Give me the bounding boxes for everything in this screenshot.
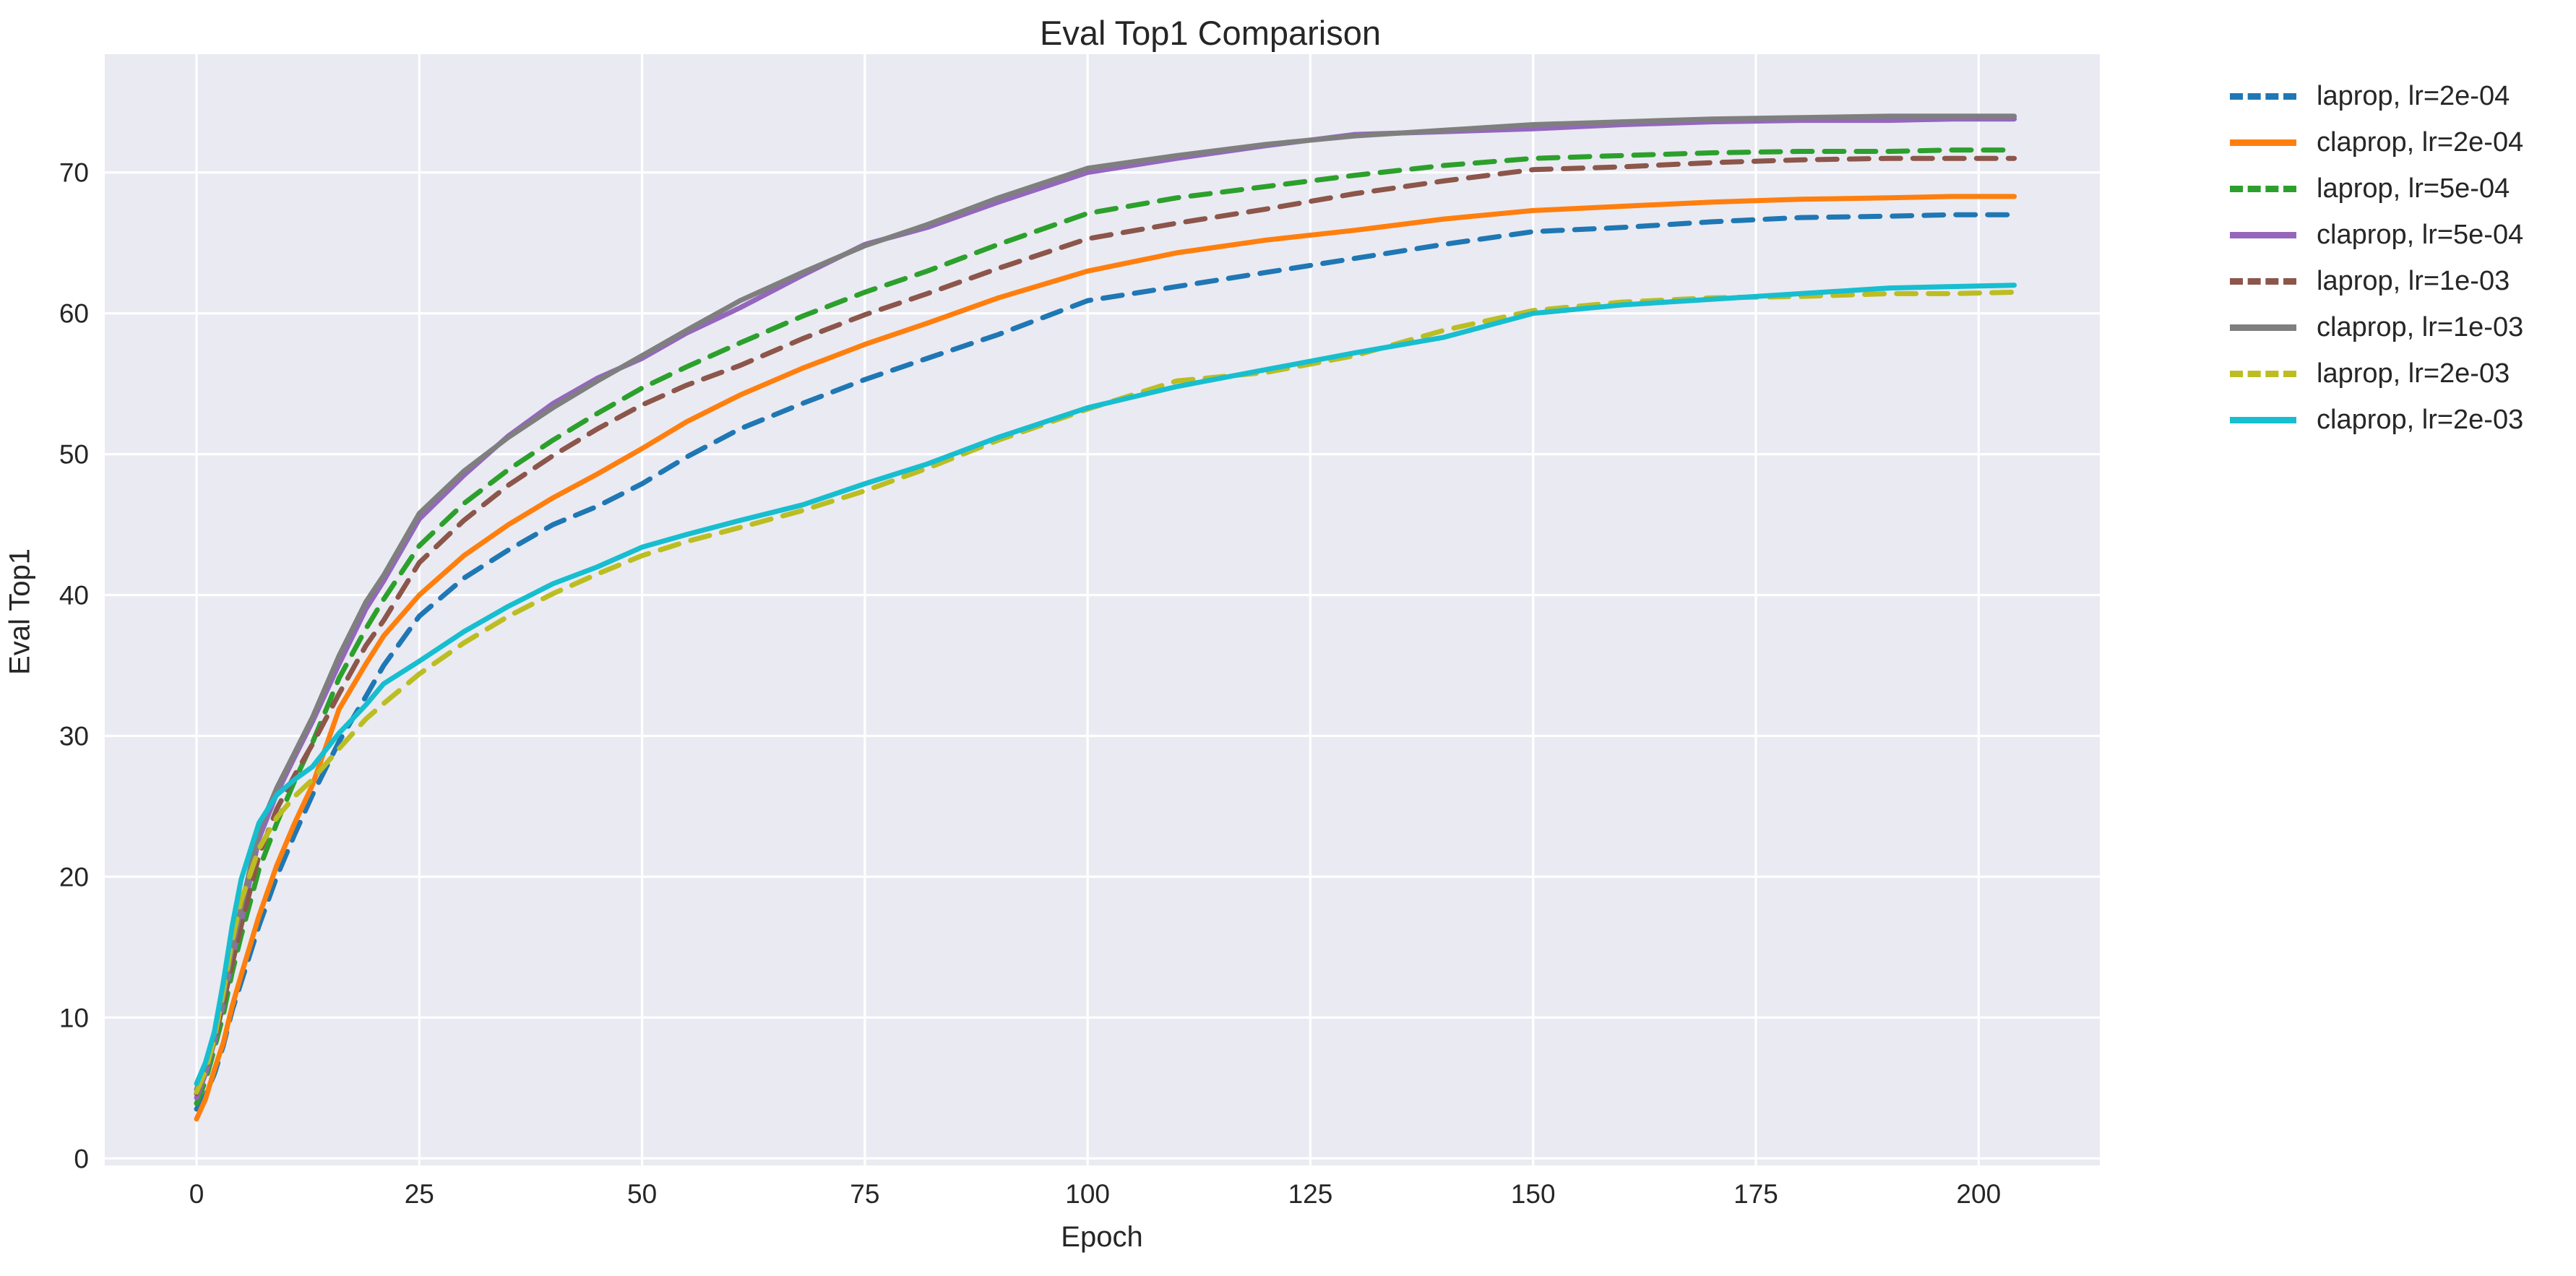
legend-line-swatch xyxy=(2230,139,2296,146)
x-tick-label: 50 xyxy=(627,1179,657,1209)
x-tick-label: 200 xyxy=(1956,1179,2001,1209)
legend-label: claprop, lr=2e-04 xyxy=(2317,126,2524,158)
legend-line-swatch xyxy=(2230,370,2296,377)
series-line-laprop-lr-5e-04 xyxy=(194,147,2017,1106)
y-tick-label: 70 xyxy=(59,158,89,188)
legend-line-swatch xyxy=(2230,185,2296,192)
legend-line-swatch xyxy=(2230,416,2296,423)
legend-line-swatch xyxy=(2230,92,2296,100)
legend-label: claprop, lr=5e-04 xyxy=(2317,219,2524,250)
axes-background xyxy=(105,54,2100,1165)
legend-item: laprop, lr=5e-04 xyxy=(2230,173,2523,204)
x-tick-label: 100 xyxy=(1065,1179,1110,1209)
x-tick-label: 150 xyxy=(1511,1179,1556,1209)
y-tick-label: 60 xyxy=(59,299,89,329)
legend-line-swatch xyxy=(2230,277,2296,285)
y-tick-label: 10 xyxy=(59,1003,89,1033)
series-line-claprop-lr-2e-03 xyxy=(194,283,2017,1087)
y-tick-label: 30 xyxy=(59,721,89,751)
legend-item: laprop, lr=1e-03 xyxy=(2230,266,2523,296)
legend-label: laprop, lr=2e-03 xyxy=(2317,358,2510,389)
chart-title: Eval Top1 Comparison xyxy=(1040,14,1381,52)
series-line-laprop-lr-2e-04 xyxy=(194,212,2017,1112)
series-line-claprop-lr-2e-04 xyxy=(194,194,2017,1122)
legend-item: claprop, lr=1e-03 xyxy=(2230,312,2523,342)
y-tick-label: 50 xyxy=(59,440,89,470)
x-tick-label: 25 xyxy=(405,1179,434,1209)
x-tick-label: 0 xyxy=(189,1179,204,1209)
legend-item: claprop, lr=2e-04 xyxy=(2230,127,2523,158)
x-tick-label: 175 xyxy=(1733,1179,1778,1209)
y-tick-label: 0 xyxy=(74,1144,89,1173)
legend-label: laprop, lr=2e-04 xyxy=(2317,80,2510,111)
x-tick-label: 75 xyxy=(850,1179,879,1209)
legend-item: laprop, lr=2e-03 xyxy=(2230,358,2523,389)
y-tick-label: 40 xyxy=(59,581,89,611)
legend-line-swatch xyxy=(2230,231,2296,238)
y-tick-label: 20 xyxy=(59,862,89,892)
legend-label: laprop, lr=5e-04 xyxy=(2317,173,2510,204)
legend-label: claprop, lr=1e-03 xyxy=(2317,311,2524,342)
legend-item: claprop, lr=5e-04 xyxy=(2230,220,2523,250)
y-axis-label: Eval Top1 xyxy=(4,548,36,675)
legend-line-swatch xyxy=(2230,324,2296,331)
x-axis-label: Epoch xyxy=(1061,1221,1143,1253)
series-line-laprop-lr-2e-03 xyxy=(194,289,2017,1095)
x-tick-label: 125 xyxy=(1288,1179,1333,1209)
legend-label: claprop, lr=2e-03 xyxy=(2317,404,2524,435)
series-line-laprop-lr-1e-03 xyxy=(194,155,2017,1097)
legend-label: laprop, lr=1e-03 xyxy=(2317,265,2510,296)
legend-item: laprop, lr=2e-04 xyxy=(2230,81,2523,111)
legend: laprop, lr=2e-04 claprop, lr=2e-04 laprop,… xyxy=(2230,81,2523,435)
legend-item: claprop, lr=2e-03 xyxy=(2230,405,2523,435)
